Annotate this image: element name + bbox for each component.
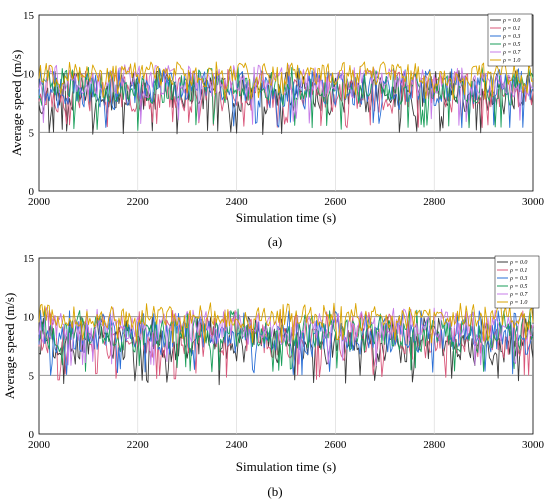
legend-entry: ρ = 0.7	[502, 50, 521, 56]
series-line	[38, 308, 534, 373]
x-tick-label: 2800	[423, 196, 446, 208]
legend-box	[494, 255, 540, 309]
x-tick-label: 2600	[324, 196, 347, 208]
x-tick-label: 2200	[127, 439, 150, 451]
x-tick-label: 3000	[522, 439, 545, 451]
legend-entry: ρ = 0.5	[502, 42, 520, 48]
x-axis-label-a: Simulation time (s)	[236, 210, 336, 225]
ticks-a: 2000 2200 2400 2600 2800 3000 0 5 10 15	[23, 10, 545, 208]
y-tick-label: 5	[29, 370, 35, 382]
caption-a: (a)	[268, 234, 282, 249]
legend-entry: ρ = 0.3	[502, 34, 520, 40]
legend-a: ρ = 0.0 ρ = 0.1 ρ = 0.3 ρ = 0.5 ρ = 0.7 ρ = 1…	[487, 13, 533, 67]
y-axis-label-b: Average speed (m/s)	[2, 293, 17, 400]
series-line	[38, 302, 534, 344]
x-tick-label: 2400	[226, 439, 249, 451]
y-tick-label: 10	[23, 312, 35, 324]
y-tick-label: 0	[29, 429, 35, 441]
y-tick-label: 15	[23, 253, 35, 265]
series-line	[38, 64, 534, 126]
plot-area-a	[38, 14, 534, 192]
legend-entry: ρ = 1.0	[509, 300, 527, 306]
x-axis-label-b: Simulation time (s)	[236, 459, 336, 474]
ticks-b: 2000 2200 2400 2600 2800 3000 0 5 10 15	[23, 253, 545, 451]
y-axis-label-a: Average speed (m/s)	[9, 50, 24, 157]
legend-box	[487, 13, 533, 67]
x-tick-label: 3000	[522, 196, 545, 208]
legend-entry: ρ = 0.1	[502, 26, 520, 32]
x-tick-label: 2000	[28, 196, 51, 208]
y-tick-label: 10	[23, 69, 35, 81]
x-tick-label: 2800	[423, 439, 446, 451]
caption-b: (b)	[267, 484, 282, 499]
legend-entry: ρ = 0.5	[509, 284, 527, 290]
series-line	[38, 69, 534, 129]
series-line	[38, 61, 534, 100]
x-tick-label: 2000	[28, 439, 51, 451]
legend-entry: ρ = 0.0	[502, 18, 520, 24]
legend-entry: ρ = 1.0	[502, 58, 520, 64]
legend-entry: ρ = 0.7	[509, 292, 528, 298]
series-group-b	[38, 302, 534, 386]
x-tick-label: 2400	[226, 196, 249, 208]
legend-b: ρ = 0.0 ρ = 0.1 ρ = 0.3 ρ = 0.5 ρ = 0.7 ρ = 1…	[494, 255, 540, 309]
y-tick-label: 5	[29, 127, 35, 139]
y-tick-label: 15	[23, 10, 35, 22]
legend-entry: ρ = 0.0	[509, 260, 527, 266]
x-tick-label: 2600	[324, 439, 347, 451]
legend-entry: ρ = 0.1	[509, 268, 527, 274]
x-tick-label: 2200	[127, 196, 150, 208]
series-group-a	[38, 61, 534, 135]
y-tick-label: 0	[29, 186, 35, 198]
legend-entry: ρ = 0.3	[509, 276, 527, 282]
